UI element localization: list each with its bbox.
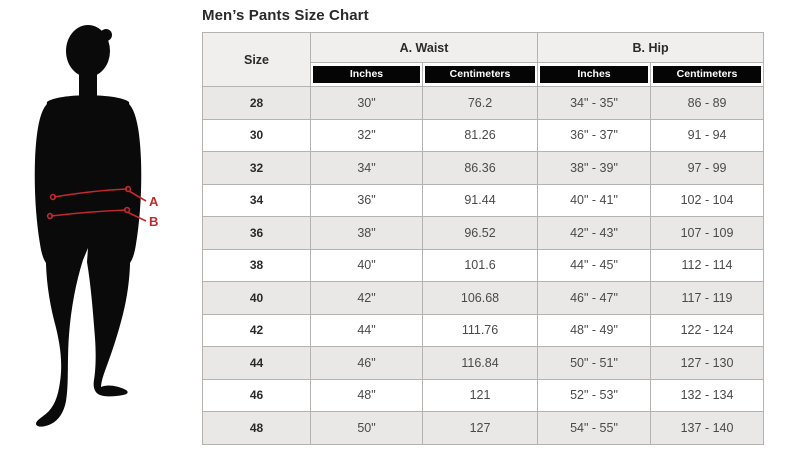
waist-inches-cell: 46" [310, 346, 423, 380]
size-cell: 30 [202, 118, 311, 152]
waist-group-header: A. Waist [309, 32, 539, 63]
waist-inches-cell: 34" [310, 151, 423, 185]
hip-inches-cell: 54" - 55" [537, 411, 652, 445]
table-row: 40 42" 106.68 46" - 47" 117 - 119 [202, 281, 765, 315]
hip-inches-cell: 34" - 35" [537, 86, 652, 120]
table-row: 38 40" 101.6 44" - 45" 112 - 114 [202, 248, 765, 282]
table-row: 42 44" 111.76 48" - 49" 122 - 124 [202, 313, 765, 347]
unit-header-row: Inches Centimeters Inches Centimeters [203, 62, 765, 87]
waist-cm-cell: 127 [421, 411, 539, 445]
size-chart-table: Size A. Waist B. Hip Inches Centimeters … [202, 32, 765, 445]
measurement-diagram: A B [0, 0, 195, 461]
size-cell: 36 [202, 216, 311, 250]
size-cell: 32 [202, 151, 311, 185]
waist-cm-cell: 91.44 [421, 183, 539, 217]
male-silhouette-icon: A B [34, 25, 159, 427]
hip-cm-cell: 117 - 119 [650, 281, 765, 315]
size-cell: 44 [202, 346, 311, 380]
hip-measure-line [46, 206, 147, 222]
size-cell: 48 [202, 411, 311, 445]
waist-measure-line [49, 185, 147, 202]
waist-centimeters-header: Centimeters [425, 66, 536, 83]
hip-cm-cell: 122 - 124 [650, 313, 765, 347]
hip-cm-cell: 97 - 99 [650, 151, 765, 185]
waist-inches-cell: 42" [310, 281, 423, 315]
waist-inches-cell: 48" [310, 378, 423, 412]
size-cell: 42 [202, 313, 311, 347]
hip-inches-header: Inches [540, 66, 649, 83]
size-cell: 40 [202, 281, 311, 315]
waist-inches-cell: 50" [310, 411, 423, 445]
hip-centimeters-header: Centimeters [653, 66, 762, 83]
hip-cm-cell: 137 - 140 [650, 411, 765, 445]
hip-cm-cell: 102 - 104 [650, 183, 765, 217]
waist-cm-cell: 81.26 [421, 118, 539, 152]
waist-inches-cell: 30" [310, 86, 423, 120]
size-cell: 38 [202, 248, 311, 282]
hip-inches-cell: 40" - 41" [537, 183, 652, 217]
waist-inches-cell: 38" [310, 216, 423, 250]
hip-inches-cell: 44" - 45" [537, 248, 652, 282]
waist-cm-cell: 86.36 [421, 151, 539, 185]
hip-cm-cell: 91 - 94 [650, 118, 765, 152]
waist-cm-cell: 106.68 [421, 281, 539, 315]
table-row: 36 38" 96.52 42" - 43" 107 - 109 [202, 216, 765, 250]
table-row: 30 32" 81.26 36" - 37" 91 - 94 [202, 118, 765, 152]
waist-cm-cell: 76.2 [421, 86, 539, 120]
table-row: 34 36" 91.44 40" - 41" 102 - 104 [202, 183, 765, 217]
hip-inches-cell: 50" - 51" [537, 346, 652, 380]
waist-label-a: A [149, 194, 159, 209]
group-header-row: Size A. Waist B. Hip [202, 32, 765, 87]
waist-inches-header: Inches [313, 66, 420, 83]
waist-cm-cell: 101.6 [421, 248, 539, 282]
size-chart-section: Men’s Pants Size Chart Size A. Waist B. … [202, 7, 765, 445]
hip-cm-cell: 127 - 130 [650, 346, 765, 380]
hip-inches-cell: 42" - 43" [537, 216, 652, 250]
size-cell: 28 [202, 86, 311, 120]
waist-cm-cell: 121 [421, 378, 539, 412]
hip-inches-cell: 48" - 49" [537, 313, 652, 347]
table-row: 32 34" 86.36 38" - 39" 97 - 99 [202, 151, 765, 185]
hip-inches-cell: 46" - 47" [537, 281, 652, 315]
waist-cm-cell: 96.52 [421, 216, 539, 250]
table-row: 48 50" 127 54" - 55" 137 - 140 [202, 411, 765, 445]
size-column-header: Size [202, 32, 311, 87]
waist-inches-cell: 32" [310, 118, 423, 152]
hip-cm-cell: 132 - 134 [650, 378, 765, 412]
hip-group-header: B. Hip [537, 32, 765, 63]
hip-inches-cell: 52" - 53" [537, 378, 652, 412]
hip-label-b: B [149, 214, 158, 229]
waist-cm-cell: 111.76 [421, 313, 539, 347]
waist-cm-cell: 116.84 [421, 346, 539, 380]
waist-inches-cell: 40" [310, 248, 423, 282]
table-row: 44 46" 116.84 50" - 51" 127 - 130 [202, 346, 765, 380]
table-row: 28 30" 76.2 34" - 35" 86 - 89 [202, 86, 765, 120]
hip-cm-cell: 107 - 109 [650, 216, 765, 250]
hip-cm-cell: 86 - 89 [650, 86, 765, 120]
size-cell: 46 [202, 378, 311, 412]
size-cell: 34 [202, 183, 311, 217]
hip-inches-cell: 38" - 39" [537, 151, 652, 185]
page-title: Men’s Pants Size Chart [202, 7, 369, 24]
hip-inches-cell: 36" - 37" [537, 118, 652, 152]
waist-inches-cell: 36" [310, 183, 423, 217]
waist-inches-cell: 44" [310, 313, 423, 347]
hip-cm-cell: 112 - 114 [650, 248, 765, 282]
table-row: 46 48" 121 52" - 53" 132 - 134 [202, 378, 765, 412]
